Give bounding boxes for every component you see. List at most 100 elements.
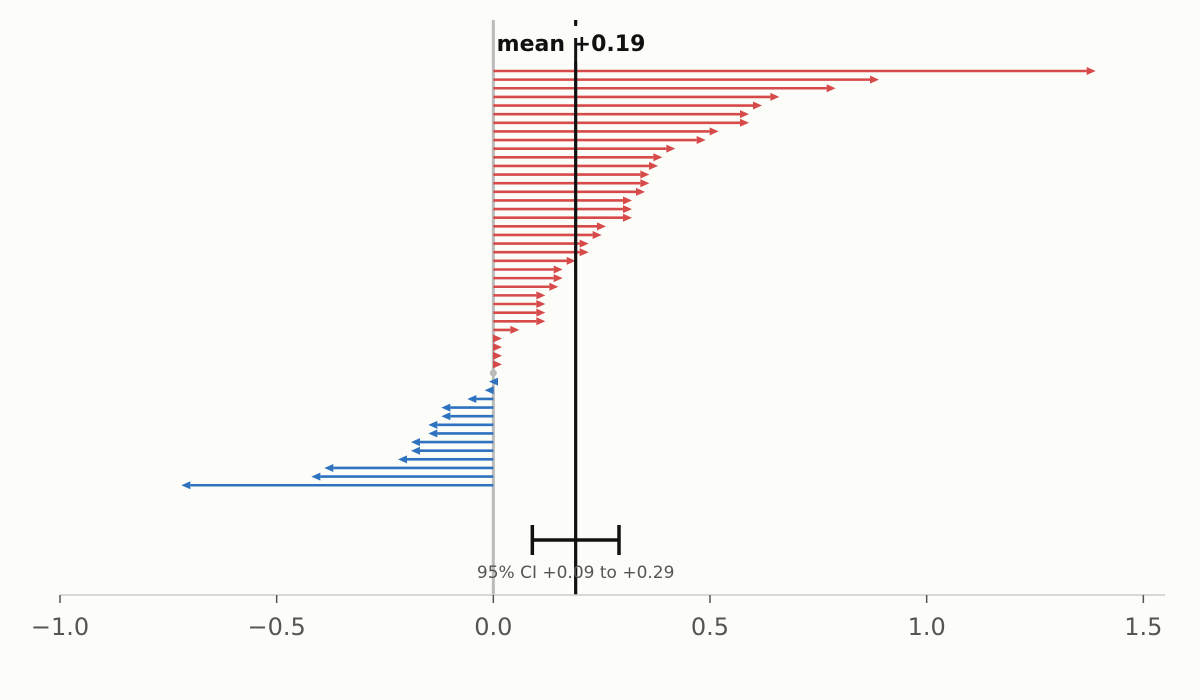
arrowhead-icon bbox=[181, 481, 191, 490]
arrow-mark bbox=[493, 317, 546, 326]
x-tick-label: 0.5 bbox=[691, 613, 729, 641]
arrow-mark bbox=[311, 472, 494, 481]
arrowhead-icon bbox=[493, 351, 502, 360]
x-axis: −1.0 −0.5 0.0 0.5 1.0 1.5 bbox=[31, 594, 1165, 641]
arrowhead-icon bbox=[566, 256, 576, 265]
arrowhead-icon bbox=[666, 144, 676, 153]
arrowhead-icon bbox=[640, 170, 650, 179]
arrowhead-icon bbox=[411, 438, 420, 447]
arrowhead-icon bbox=[770, 92, 780, 101]
arrow-mark bbox=[493, 256, 576, 265]
arrowhead-icon bbox=[536, 300, 546, 309]
arrowhead-icon bbox=[740, 110, 749, 119]
arrow-mark bbox=[493, 343, 502, 352]
x-tick-label: 1.5 bbox=[1124, 613, 1162, 641]
arrow-mark bbox=[493, 325, 520, 334]
arrow-mark bbox=[324, 463, 494, 472]
arrow-mark bbox=[493, 161, 658, 170]
arrowhead-icon bbox=[597, 222, 606, 231]
arrow-mark bbox=[493, 110, 749, 119]
arrow-mark bbox=[493, 179, 650, 188]
arrow-mark bbox=[493, 230, 602, 239]
arrow-mark bbox=[493, 101, 762, 110]
arrowhead-icon bbox=[753, 101, 762, 110]
arrow-mark bbox=[181, 481, 494, 490]
arrow-mark bbox=[441, 403, 494, 412]
arrowhead-icon bbox=[536, 308, 546, 317]
arrowhead-icon bbox=[623, 213, 632, 222]
arrowhead-icon bbox=[592, 230, 602, 239]
arrow-mark bbox=[493, 222, 606, 231]
arrow-mark bbox=[467, 394, 494, 403]
arrowhead-icon bbox=[536, 317, 546, 326]
arrowhead-icon bbox=[493, 360, 502, 369]
arrow-mark bbox=[493, 300, 546, 309]
arrow-mark bbox=[493, 92, 780, 101]
arrowhead-icon bbox=[553, 274, 563, 283]
arrow-mark bbox=[493, 351, 502, 360]
arrow-mark bbox=[493, 144, 676, 153]
arrowhead-icon bbox=[870, 75, 879, 84]
arrowhead-icon bbox=[398, 455, 407, 464]
arrowhead-icon bbox=[740, 118, 749, 127]
arrowhead-icon bbox=[311, 472, 321, 481]
arrow-mark bbox=[493, 187, 645, 196]
arrow-mark bbox=[441, 412, 494, 421]
x-tick-label: 0.0 bbox=[474, 613, 512, 641]
arrowhead-icon bbox=[324, 463, 334, 472]
arrowhead-icon bbox=[510, 325, 520, 334]
arrowhead-icon bbox=[709, 127, 719, 136]
zero-point bbox=[489, 369, 497, 377]
arrowhead-icon bbox=[579, 248, 589, 257]
arrowhead-icon bbox=[826, 84, 836, 93]
arrow-mark bbox=[493, 118, 749, 127]
arrow-mark bbox=[428, 429, 494, 438]
arrow-mark bbox=[411, 438, 494, 447]
arrowhead-icon bbox=[549, 282, 559, 291]
mean-label: mean +0.19 bbox=[497, 32, 646, 57]
arrow-mark bbox=[411, 446, 494, 455]
arrow-mark bbox=[493, 308, 546, 317]
ci-label: 95% CI +0.09 to +0.29 bbox=[477, 563, 675, 583]
arrowhead-icon bbox=[696, 136, 706, 145]
arrowhead-icon bbox=[623, 196, 632, 205]
arrowhead-icon bbox=[649, 161, 658, 170]
arrowhead-icon bbox=[411, 446, 420, 455]
arrow-mark bbox=[493, 196, 632, 205]
arrowhead-icon bbox=[484, 386, 494, 395]
x-tick-label: −1.0 bbox=[31, 613, 89, 641]
arrow-mark bbox=[493, 127, 719, 136]
arrow-series bbox=[181, 67, 1096, 490]
arrowhead-icon bbox=[467, 394, 477, 403]
arrowhead-icon bbox=[536, 291, 546, 300]
arrow-mark bbox=[493, 239, 589, 248]
arrow-mark bbox=[493, 153, 663, 162]
arrow-mark bbox=[493, 213, 632, 222]
confidence-interval bbox=[530, 525, 621, 555]
arrow-mark bbox=[493, 136, 706, 145]
arrowhead-icon bbox=[489, 377, 498, 386]
arrowhead-icon bbox=[579, 239, 589, 248]
arrow-mark bbox=[493, 334, 502, 343]
arrow-mark bbox=[493, 291, 546, 300]
x-tick-label: −0.5 bbox=[248, 613, 306, 641]
arrow-mark bbox=[493, 360, 502, 369]
arrow-mark bbox=[493, 67, 1096, 75]
arrow-mark bbox=[493, 75, 879, 84]
arrowhead-icon bbox=[428, 420, 438, 429]
arrowhead-icon bbox=[441, 412, 451, 421]
arrowhead-icon bbox=[636, 187, 645, 196]
arrow-mark bbox=[398, 455, 494, 464]
arrow-mark bbox=[493, 282, 559, 291]
arrow-mark bbox=[493, 248, 589, 257]
arrowhead-icon bbox=[493, 343, 502, 352]
arrowhead-icon bbox=[441, 403, 451, 412]
arrow-mark bbox=[428, 420, 494, 429]
arrow-mark bbox=[493, 265, 563, 274]
arrowhead-icon bbox=[640, 179, 650, 188]
arrow-mark bbox=[493, 170, 650, 179]
arrow-mark bbox=[493, 205, 632, 214]
arrow-mark bbox=[489, 377, 498, 386]
